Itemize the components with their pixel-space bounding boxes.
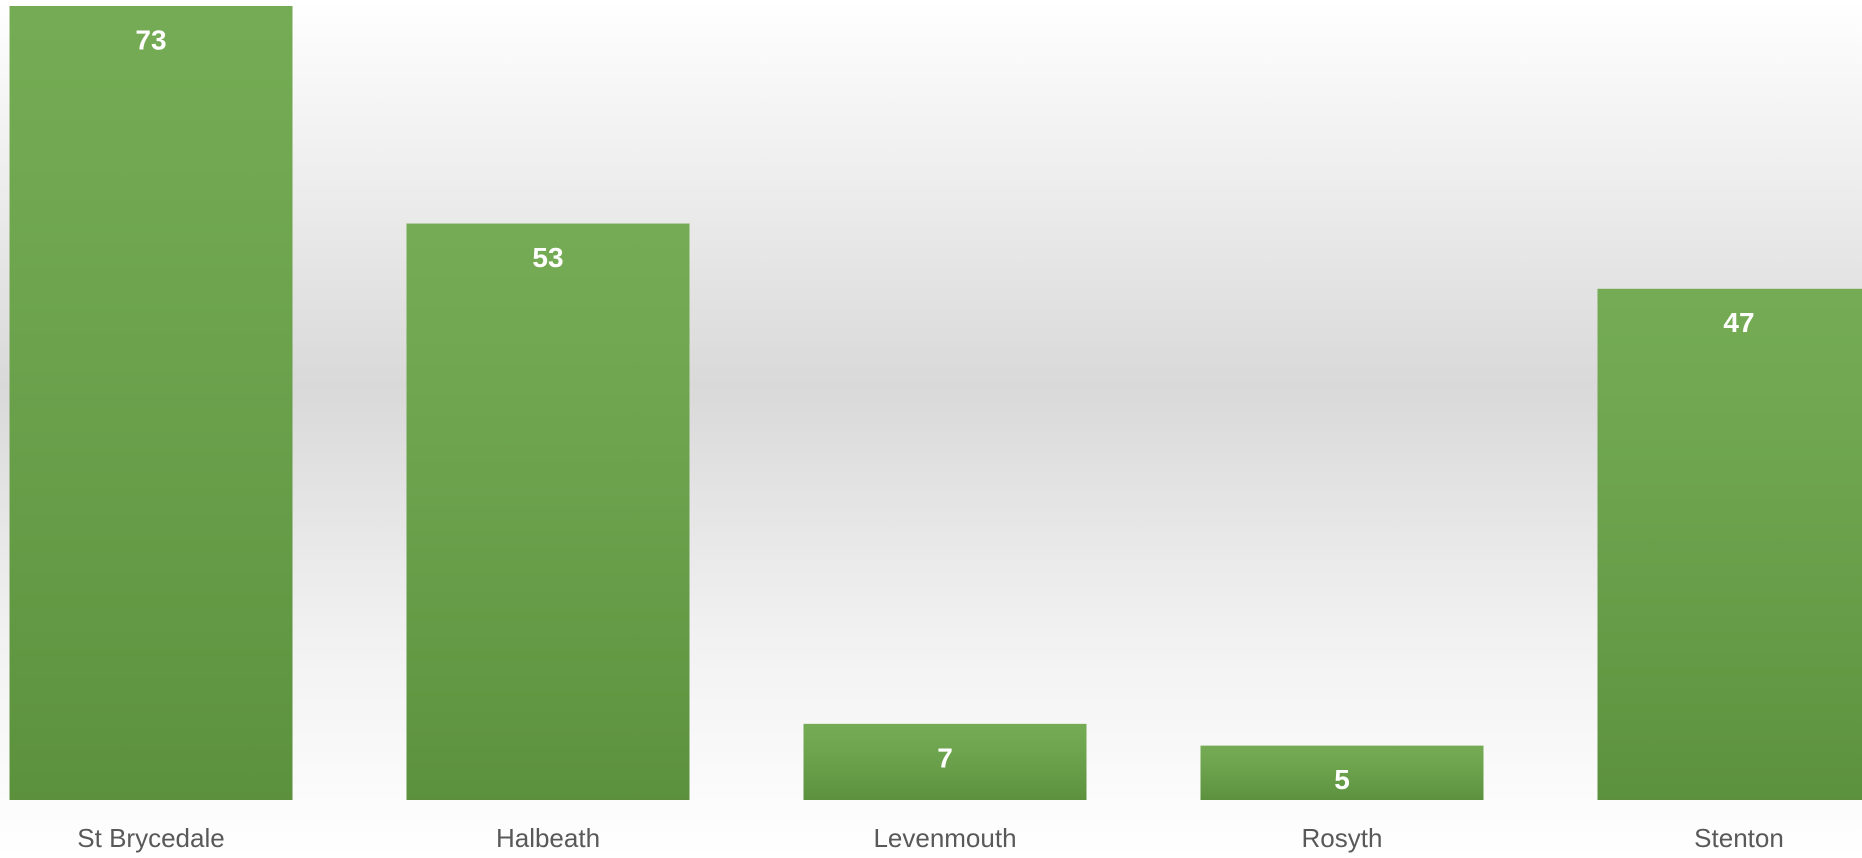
data-label: 53 [532, 242, 563, 273]
bar-shade [1200, 745, 1484, 800]
x-tick-label: Stenton [1694, 823, 1784, 853]
bar-shade [1597, 288, 1862, 800]
bar-shade [406, 223, 690, 800]
data-label: 5 [1334, 764, 1350, 795]
x-tick-label: Halbeath [496, 823, 600, 853]
x-tick-label: St Brycedale [77, 823, 224, 853]
bar-shade [9, 6, 293, 800]
data-label: 7 [937, 742, 953, 773]
data-label: 47 [1723, 307, 1754, 338]
x-tick-label: Rosyth [1302, 823, 1383, 853]
bar-shade [803, 723, 1087, 800]
x-tick-label: Levenmouth [873, 823, 1016, 853]
data-label: 73 [135, 24, 166, 55]
